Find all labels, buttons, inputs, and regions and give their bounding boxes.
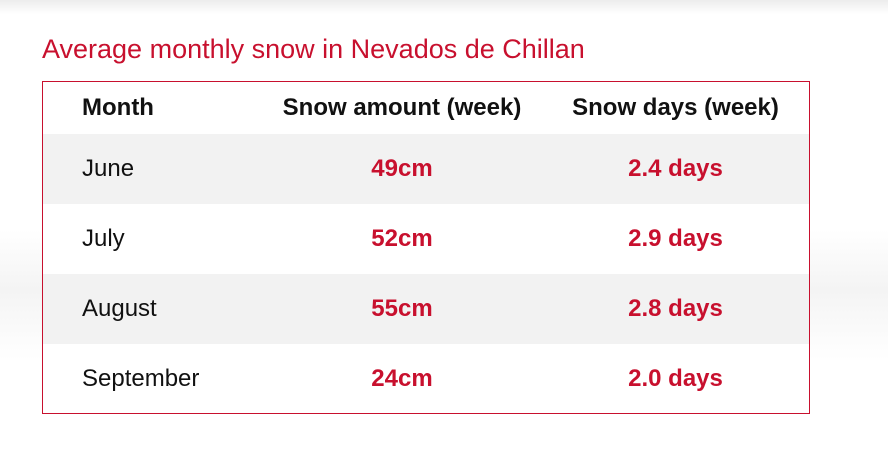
month-cell: July [82,225,125,252]
month-cell: June [43,134,262,204]
header-row: Month Snow amount (week) Snow days (week) [43,82,809,134]
snow-days-cell: 2.8 days [542,274,809,344]
table-box: Month Snow amount (week) Snow days (week) … [42,81,810,414]
column-header: Snow amount (week) [282,94,522,121]
table-header: Month Snow amount (week) Snow days (week) [43,82,809,134]
column-header: Snow days (week) [572,94,779,121]
table-body: June 49cm 2.4 days July 52cm 2.9 days August 55… [43,134,809,414]
snow-days-cell: 2.9 days [628,225,723,252]
snow-table: Month Snow amount (week) Snow days (week) … [43,82,809,414]
column-header: Month [82,94,154,121]
snow-amount-cell: 49cm [262,134,542,204]
table-row: August 55cm 2.8 days [43,274,809,344]
table-row: June 49cm 2.4 days [43,134,809,204]
table-row: July 52cm 2.9 days [43,204,809,274]
month-cell: August [43,274,262,344]
snow-amount-cell: 24cm [371,365,433,392]
snow-amount-cell: 52cm [371,225,433,252]
snow-days-cell: 2.0 days [628,365,723,392]
table-row: September 24cm 2.0 days [43,344,809,414]
month-cell: September [82,365,200,392]
snow-amount-cell: 55cm [262,274,542,344]
snow-days-cell: 2.4 days [542,134,809,204]
title: Average monthly snow in Nevados de Chill… [42,34,585,64]
